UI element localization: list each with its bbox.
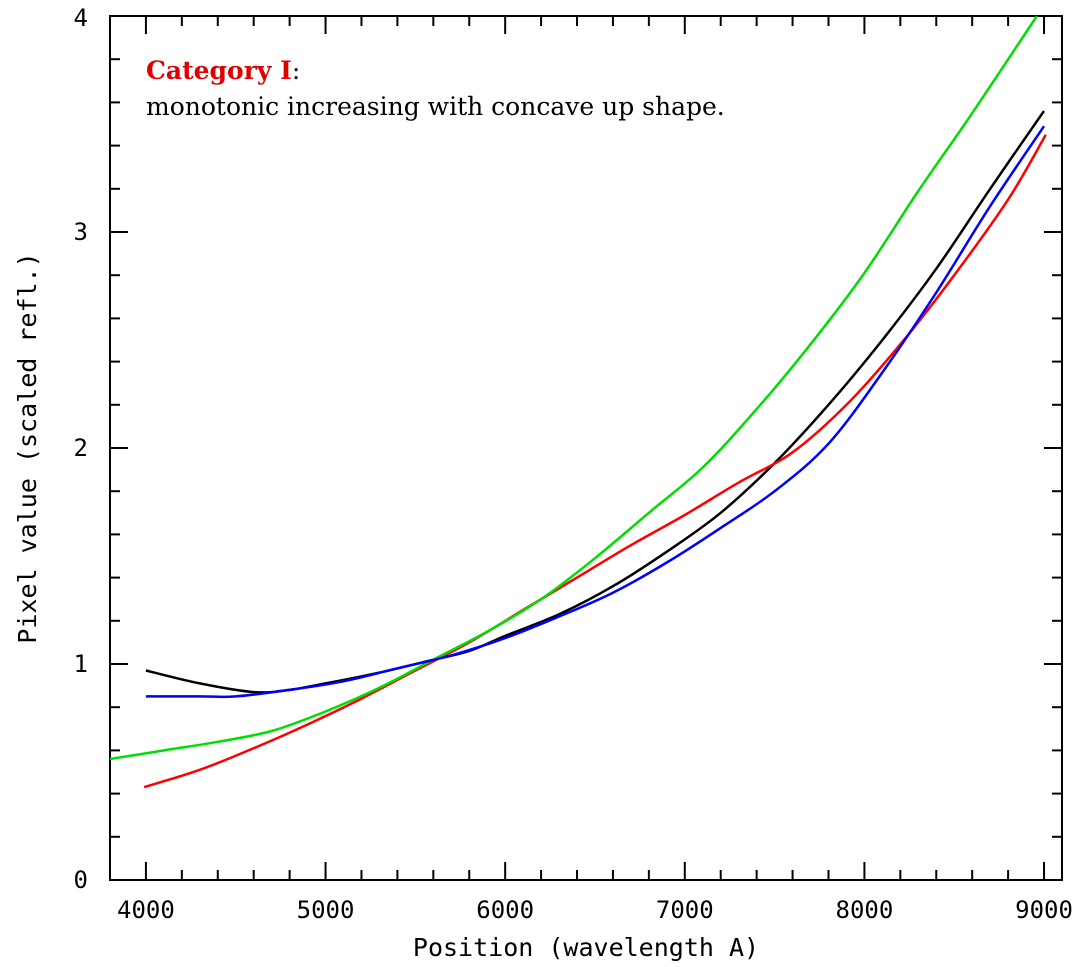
x-axis-title: Position (wavelength A) (413, 933, 759, 962)
series-line-3 (109, 15, 1038, 761)
x-tick-label: 4000 (117, 896, 175, 924)
y-tick-label: 3 (74, 218, 88, 246)
y-tick-label: 2 (74, 434, 88, 462)
annotation-title: Category I (146, 56, 292, 85)
x-tick-label: 7000 (656, 896, 714, 924)
annotation-text: monotonic increasing with concave up sha… (146, 92, 725, 121)
y-tick-label: 4 (74, 4, 88, 32)
y-axis-title: Pixel value (scaled refl.) (13, 252, 42, 643)
x-tick-label: 8000 (836, 896, 894, 924)
y-tick-label: 0 (74, 866, 88, 894)
series-line-1 (145, 110, 1046, 694)
series-line-2 (143, 134, 1047, 789)
x-tick-label: 5000 (297, 896, 355, 924)
plot-frame (109, 15, 1063, 881)
series-lines (109, 15, 1047, 789)
x-tick-label: 6000 (476, 896, 534, 924)
axis-ticks (109, 15, 1062, 881)
annotation-colon: : (292, 56, 300, 85)
y-tick-label: 1 (74, 650, 88, 678)
series-line-4 (145, 125, 1046, 699)
x-tick-label: 9000 (1015, 896, 1073, 924)
annotation-heading: Category I: (146, 56, 300, 85)
tick-labels: 4000 5000 6000 7000 8000 9000 0 1 2 3 4 (74, 4, 1073, 924)
